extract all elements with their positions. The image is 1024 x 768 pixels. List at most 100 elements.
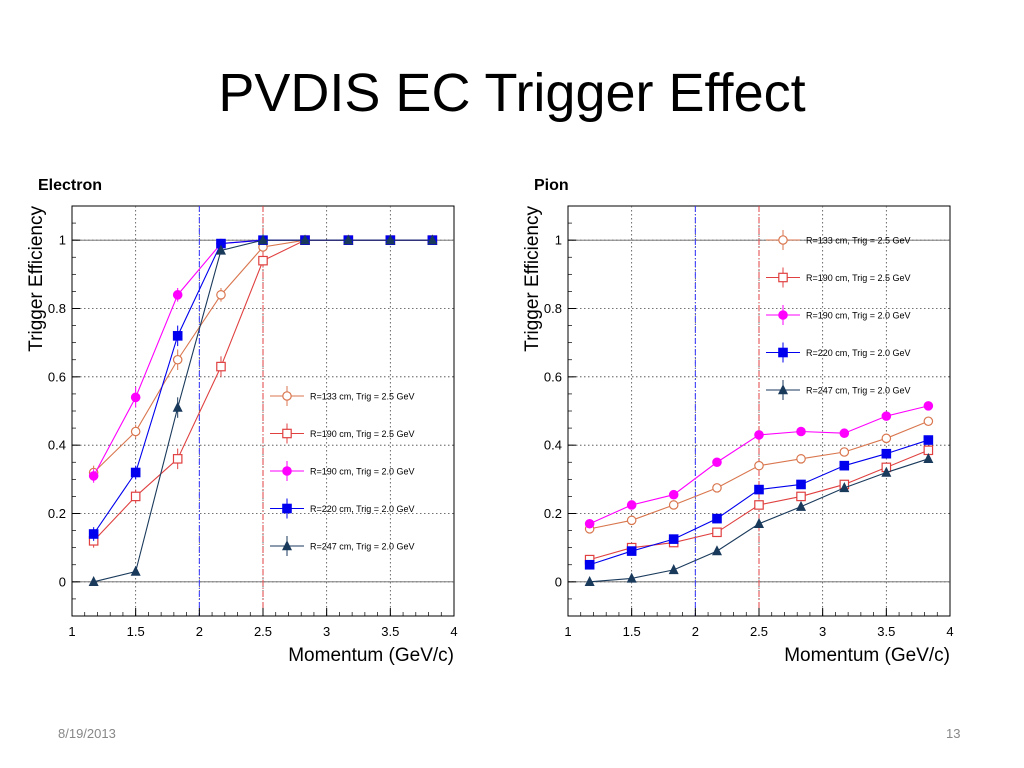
electron-y-tick-label: 0.4 — [48, 438, 66, 453]
electron-x-tick-label: 2 — [196, 624, 203, 639]
pion-series-r-190-cm-trig-2-0-gev — [584, 401, 934, 529]
pion-series-r-220-cm-trig-2-0-gev-point — [754, 484, 764, 495]
pion-series-r-220-cm-trig-2-0-gev-point — [712, 513, 722, 524]
pion-series-r-247-cm-trig-2-0-gev — [584, 453, 934, 587]
pion-legend-entry-r-133-cm-trig-2-5-gev-marker — [778, 235, 788, 245]
pion-series-r-190-cm-trig-2-0-gev-point — [796, 426, 806, 437]
pion-series-r-190-cm-trig-2-0-gev-point — [626, 500, 637, 510]
electron-y-tick-label: 0.6 — [48, 369, 66, 384]
electron-legend-entry-r-133-cm-trig-2-5-gev-marker — [282, 391, 292, 401]
pion-series-r-220-cm-trig-2-0-gev-point — [668, 534, 679, 544]
electron-series-r-247-cm-trig-2-0-gev-point — [130, 565, 141, 576]
electron-y-tick-label: 0.2 — [48, 506, 66, 521]
electron-series-r-220-cm-trig-2-0-gev-point — [130, 467, 141, 478]
slide-page-number: 13 — [946, 726, 961, 741]
pion-legend-entry-r-220-cm-trig-2-0-gev-marker — [778, 347, 788, 358]
electron-series-r-190-cm-trig-2-5-gev-point — [130, 491, 141, 502]
electron-legend-entry-r-190-cm-trig-2-0-gev: R=190 cm, Trig = 2.0 GeV — [270, 461, 415, 481]
pion-series-r-190-cm-trig-2-0-gev-point — [881, 411, 892, 421]
pion-series-r-247-cm-trig-2-0-gev-point — [923, 453, 934, 464]
pion-series-r-133-cm-trig-2-5-gev-point — [881, 433, 892, 444]
electron-series-r-247-cm-trig-2-0-gev-point — [172, 401, 183, 412]
pion-series-r-133-cm-trig-2-5-gev-point — [712, 483, 722, 493]
pion-legend: R=133 cm, Trig = 2.5 GeV R=190 cm, Trig =… — [766, 230, 911, 400]
pion-series-r-190-cm-trig-2-0-gev-point — [584, 518, 595, 529]
pion-legend-entry-r-133-cm-trig-2-5-gev: R=133 cm, Trig = 2.5 GeV — [766, 230, 911, 250]
pion-series-r-247-cm-trig-2-0-gev-point — [668, 564, 679, 575]
pion-series-r-133-cm-trig-2-5-gev-point — [668, 500, 679, 510]
pion-series-r-220-cm-trig-2-0-gev-point — [626, 546, 637, 556]
pion-x-tick-label: 1 — [564, 624, 571, 639]
electron-x-axis-label: Momentum (GeV/c) — [288, 645, 454, 666]
pion-x-tick-label: 3.5 — [877, 624, 895, 639]
electron-legend-entry-r-220-cm-trig-2-0-gev-label: R=220 cm, Trig = 2.0 GeV — [310, 504, 415, 514]
pion-series-r-133-cm-trig-2-5-gev-point — [626, 515, 637, 526]
pion-series-r-190-cm-trig-2-0-gev-point — [923, 401, 934, 411]
pion-series-r-247-cm-trig-2-0-gev-point — [584, 576, 595, 587]
electron-series-r-247-cm-trig-2-0-gev — [88, 234, 438, 587]
pion-series-r-190-cm-trig-2-0-gev-point — [668, 489, 679, 500]
pion-legend-entry-r-190-cm-trig-2-5-gev: R=190 cm, Trig = 2.5 GeV — [766, 267, 911, 288]
electron-series-r-133-cm-trig-2-5-gev-point — [216, 290, 226, 300]
electron-x-tick-label: 3.5 — [381, 624, 399, 639]
pion-legend-entry-r-190-cm-trig-2-0-gev: R=190 cm, Trig = 2.0 GeV — [766, 305, 911, 325]
pion-legend-entry-r-247-cm-trig-2-0-gev-label: R=247 cm, Trig = 2.0 GeV — [806, 386, 911, 396]
electron-legend-entry-r-190-cm-trig-2-5-gev: R=190 cm, Trig = 2.5 GeV — [270, 423, 415, 444]
pion-legend-entry-r-247-cm-trig-2-0-gev: R=247 cm, Trig = 2.0 GeV — [766, 380, 911, 400]
electron-legend-entry-r-220-cm-trig-2-0-gev-marker — [282, 503, 292, 514]
electron-y-axis-label: Trigger Efficiency — [26, 206, 47, 352]
electron-x-tick-label: 3 — [323, 624, 330, 639]
electron-legend-entry-r-133-cm-trig-2-5-gev-label: R=133 cm, Trig = 2.5 GeV — [310, 392, 415, 402]
slide-date: 8/19/2013 — [58, 726, 116, 741]
pion-series-r-247-cm-trig-2-0-gev-point — [711, 545, 722, 556]
pion-series-r-133-cm-trig-2-5-gev-point — [796, 454, 806, 464]
pion-series-r-190-cm-trig-2-0-gev-point — [839, 428, 850, 439]
electron-y-tick-label: 0 — [59, 574, 66, 589]
electron-series-r-133-cm-trig-2-5-gev-point — [130, 426, 141, 437]
electron-series-r-190-cm-trig-2-5-gev-point — [172, 454, 183, 464]
pion-series-r-133-cm-trig-2-5-gev — [584, 416, 934, 534]
pion-legend-entry-r-220-cm-trig-2-0-gev: R=220 cm, Trig = 2.0 GeV — [766, 342, 911, 363]
electron-series-r-220-cm-trig-2-0-gev-point — [172, 331, 183, 341]
electron-series-r-190-cm-trig-2-5-gev-point — [216, 361, 226, 372]
electron-legend: R=133 cm, Trig = 2.5 GeV R=190 cm, Trig =… — [270, 386, 415, 556]
pion-series-r-247-cm-trig-2-0-gev-point — [796, 500, 807, 511]
pion-series-r-133-cm-trig-2-5-gev-point — [754, 460, 764, 471]
pion-legend-entry-r-190-cm-trig-2-0-gev-marker — [778, 310, 788, 320]
pion-legend-entry-r-190-cm-trig-2-0-gev-label: R=190 cm, Trig = 2.0 GeV — [806, 311, 911, 321]
pion-chart: Pion 1 1.5 2 2.5 3 3.5 4 0 0.2 0.4 0.6 0.8 1 Momentum … — [522, 177, 954, 666]
electron-series-r-220-cm-trig-2-0-gev-point — [88, 529, 99, 539]
electron-series-r-133-cm-trig-2-5-gev-point — [172, 354, 183, 365]
pion-series-r-220-cm-trig-2-0-gev-point — [584, 559, 595, 570]
pion-series-r-247-cm-trig-2-0-gev-point — [881, 466, 892, 477]
pion-y-axis-label: Trigger Efficiency — [522, 206, 543, 352]
electron-series-r-190-cm-trig-2-0-gev-point — [88, 471, 99, 481]
electron-series-r-247-cm-trig-2-0-gev-point — [257, 234, 269, 245]
slide-title: PVDIS EC Trigger Effect — [218, 63, 806, 123]
pion-series-r-190-cm-trig-2-0-gev-point — [754, 430, 764, 440]
pion-series-r-190-cm-trig-2-0-gev-point — [712, 457, 722, 468]
electron-series-r-247-cm-trig-2-0-gev-point — [300, 234, 311, 245]
pion-x-tick-label: 1.5 — [623, 624, 641, 639]
pion-legend-entry-r-133-cm-trig-2-5-gev-label: R=133 cm, Trig = 2.5 GeV — [806, 236, 911, 246]
electron-x-tick-label: 4 — [450, 624, 457, 639]
electron-x-tick-label: 1 — [68, 624, 75, 639]
pion-x-tick-label: 2.5 — [750, 624, 768, 639]
electron-legend-entry-r-247-cm-trig-2-0-gev: R=247 cm, Trig = 2.0 GeV — [270, 536, 415, 556]
electron-legend-entry-r-247-cm-trig-2-0-gev-marker — [281, 540, 293, 551]
pion-y-tick-label: 0.6 — [544, 369, 562, 384]
pion-legend-entry-r-190-cm-trig-2-5-gev-marker — [778, 272, 788, 283]
pion-legend-entry-r-220-cm-trig-2-0-gev-label: R=220 cm, Trig = 2.0 GeV — [806, 348, 911, 358]
pion-x-tick-label: 3 — [819, 624, 826, 639]
electron-series-r-247-cm-trig-2-0-gev-point — [427, 234, 438, 245]
pion-series-r-247-cm-trig-2-0-gev-point — [839, 482, 850, 493]
pion-series-r-220-cm-trig-2-0-gev-point — [881, 448, 892, 459]
electron-chart: Electron 1 1.5 2 2.5 3 3.5 4 0 0.2 0.4 0.6 0.8 1 Momen… — [26, 177, 458, 666]
pion-series-r-220-cm-trig-2-0-gev-point — [839, 460, 850, 471]
pion-chart-title: Pion — [534, 177, 569, 194]
pion-series-r-220-cm-trig-2-0-gev — [584, 435, 934, 570]
pion-x-tick-label: 2 — [692, 624, 699, 639]
electron-y-tick-label: 0.8 — [48, 301, 66, 316]
pion-legend-entry-r-190-cm-trig-2-5-gev-label: R=190 cm, Trig = 2.5 GeV — [806, 273, 911, 283]
electron-x-tick-label: 2.5 — [254, 624, 272, 639]
